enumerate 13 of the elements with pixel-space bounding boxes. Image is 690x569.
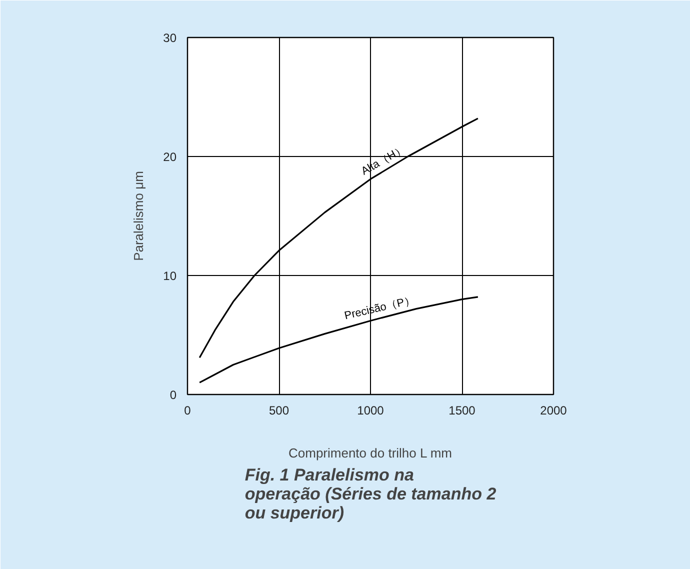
y-tick-label: 0 [170, 388, 177, 402]
y-axis-title: Paralelismo μm [131, 171, 146, 261]
x-tick-label: 0 [184, 404, 192, 418]
x-tick-label: 500 [268, 404, 290, 418]
x-axis-title: Comprimento do trilho L mm [288, 446, 452, 460]
x-tick-label: 1000 [357, 404, 384, 418]
y-tick-label: 30 [163, 31, 177, 45]
x-tick-label: 2000 [540, 404, 568, 418]
text: Precisão（P） [343, 294, 416, 322]
text: Fig. 1 Paralelismo na operação (Séries de tamanho 2 ou superior) [244, 466, 497, 522]
x-tick-label: 1500 [448, 404, 476, 418]
y-tick-label: 10 [163, 269, 177, 283]
y-tick-label: 20 [163, 150, 177, 164]
